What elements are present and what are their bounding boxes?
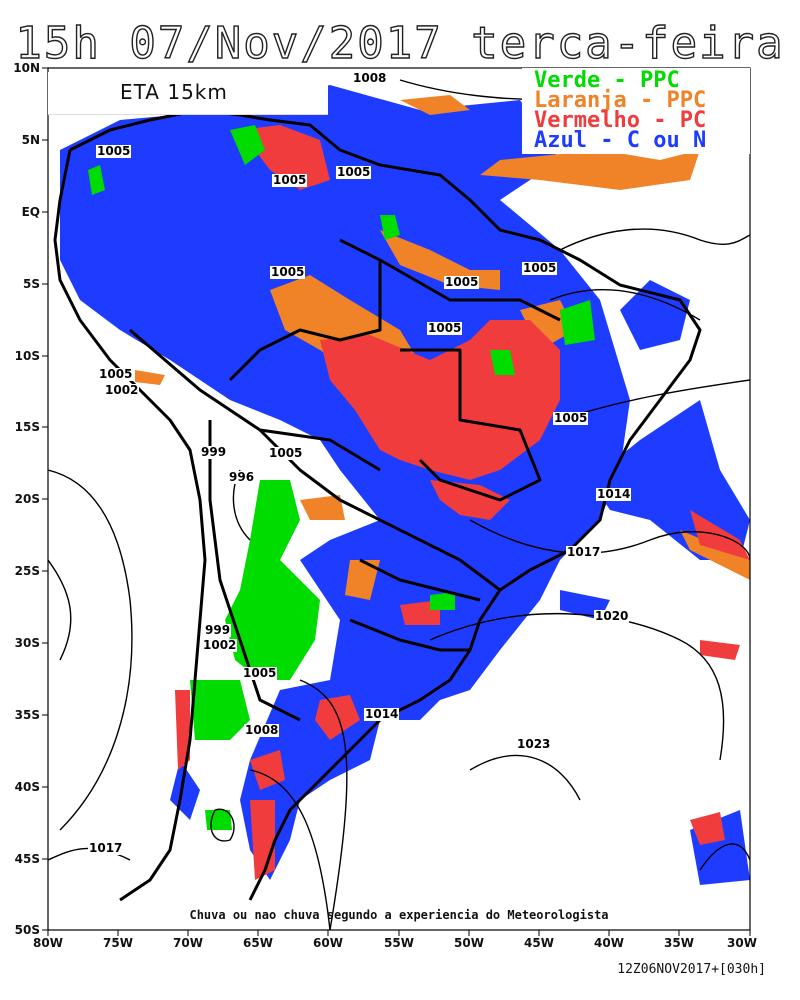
- lat-label: 35S: [14, 708, 40, 722]
- lat-label: 50S: [14, 923, 40, 937]
- coastlines-borders: [53, 108, 702, 902]
- model-label-box: [48, 72, 328, 115]
- isobar-label: 1014: [596, 487, 632, 501]
- isobar-label: 1014: [364, 707, 400, 721]
- isobar-label: 996: [228, 470, 256, 484]
- precip-blue-areas: [60, 85, 750, 885]
- lat-label: 25S: [14, 564, 40, 578]
- lat-label: 5N: [21, 133, 40, 147]
- lat-label: EQ: [21, 205, 40, 219]
- isobar-label: 999: [204, 623, 232, 637]
- isobar-label: 1005: [522, 261, 558, 275]
- lon-label: 70W: [173, 936, 203, 950]
- isobar-label: 1005: [444, 275, 480, 289]
- lat-label: 10S: [14, 349, 40, 363]
- lon-label: 55W: [384, 936, 414, 950]
- lat-label: 10N: [13, 61, 40, 75]
- model-label: ETA 15km: [120, 80, 228, 104]
- isobar-label: 1002: [202, 638, 238, 652]
- footnote: Chuva ou nao chuva segundo a experiencia…: [189, 908, 609, 922]
- lon-label: 80W: [33, 936, 63, 950]
- lon-label: 50W: [454, 936, 484, 950]
- lat-label: 40S: [14, 780, 40, 794]
- isobar-lines: [48, 79, 750, 930]
- isobar-label: 1008: [352, 71, 388, 85]
- isobar-label: 1002: [104, 383, 140, 397]
- isobar-label: 1005: [270, 265, 306, 279]
- lon-label: 75W: [103, 936, 133, 950]
- isobar-label: 1023: [516, 737, 552, 751]
- run-info: 12Z06NOV2017+[030h]: [617, 962, 766, 977]
- lon-label: 65W: [243, 936, 273, 950]
- isobar-label: 1005: [553, 411, 589, 425]
- isobar-label: 1020: [594, 609, 630, 623]
- isobar-label: 1005: [268, 446, 304, 460]
- lon-label: 35W: [664, 936, 694, 950]
- isobar-label: 1008: [244, 723, 280, 737]
- isobar-label: 1005: [336, 165, 372, 179]
- map-title: 15h 07/Nov/2017 terca-feira: [15, 17, 785, 69]
- lat-label: 5S: [23, 277, 40, 291]
- lat-label: 30S: [14, 636, 40, 650]
- legend: Verde - PPC Laranja - PPC Vermelho - PC …: [522, 68, 750, 154]
- isobar-label: 1005: [98, 367, 134, 381]
- isobar-label: 1005: [242, 666, 278, 680]
- isobar-label: 999: [200, 445, 228, 459]
- isobar-label: 1005: [96, 144, 132, 158]
- isobar-label: 1005: [427, 321, 463, 335]
- lat-label: 20S: [14, 492, 40, 506]
- legend-item-blue: Azul - C ou N: [534, 128, 707, 153]
- lon-label: 40W: [594, 936, 624, 950]
- legend-item-red: Vermelho - PC: [534, 108, 707, 133]
- lat-label: 45S: [14, 852, 40, 866]
- lon-label: 30W: [727, 936, 757, 950]
- legend-item-orange: Laranja - PPC: [534, 88, 707, 113]
- legend-item-green: Verde - PPC: [534, 68, 680, 93]
- lat-label: 15S: [14, 420, 40, 434]
- lon-label: 60W: [313, 936, 343, 950]
- axis-ticks: [42, 67, 751, 936]
- lon-label: 45W: [524, 936, 554, 950]
- isobar-label: 1017: [88, 841, 124, 855]
- precip-green-areas: [88, 125, 595, 830]
- isobar-label: 1017: [566, 545, 602, 559]
- isobar-label: 1005: [272, 173, 308, 187]
